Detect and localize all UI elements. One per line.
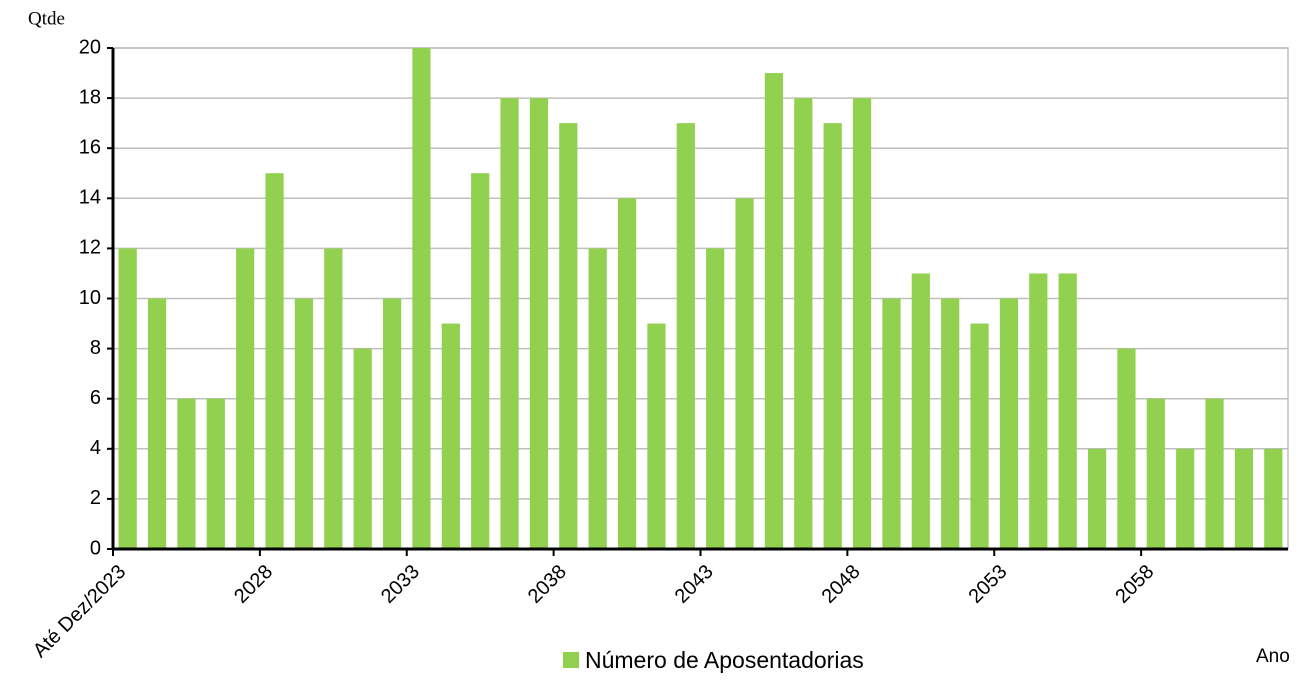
- x-tick-label: 2043: [671, 561, 718, 608]
- bar: [706, 248, 725, 549]
- bar: [147, 298, 167, 549]
- bar: [382, 298, 402, 549]
- x-tick-label: 2053: [964, 561, 1011, 608]
- x-tick-label: 2058: [1111, 561, 1158, 608]
- bar: [294, 298, 314, 549]
- bar: [1117, 348, 1136, 549]
- x-tick-label: 2038: [524, 561, 571, 608]
- y-tick-label: 18: [79, 86, 101, 108]
- bar: [1029, 273, 1048, 549]
- bar: [764, 73, 784, 550]
- y-tick-label: 12: [79, 237, 101, 259]
- bar: [588, 248, 607, 549]
- bar: [941, 298, 960, 549]
- bar: [676, 123, 695, 550]
- x-axis-label: Ano: [1256, 646, 1290, 667]
- bar: [1146, 398, 1165, 549]
- bar: [882, 298, 901, 549]
- bar: [265, 173, 284, 549]
- bar: [412, 48, 431, 549]
- bar: [324, 248, 343, 549]
- legend-label: Número de Aposentadorias: [585, 647, 864, 673]
- x-tick-label: 2028: [230, 561, 277, 608]
- bar: [823, 123, 842, 550]
- bar: [1264, 448, 1283, 549]
- bar: [177, 398, 196, 549]
- y-tick-label: 14: [79, 187, 101, 209]
- bar: [970, 323, 989, 549]
- bar: [794, 98, 813, 549]
- x-tick-label: 2033: [377, 561, 424, 608]
- bar: [236, 248, 255, 549]
- y-tick-label: 6: [90, 387, 101, 409]
- bar: [999, 298, 1019, 549]
- bar: [471, 173, 490, 549]
- bar: [1205, 398, 1224, 549]
- y-tick-label: 4: [90, 437, 101, 459]
- y-tick-label: 20: [79, 36, 101, 58]
- legend-swatch: [563, 652, 579, 668]
- bar: [1176, 448, 1195, 549]
- bar: [852, 98, 872, 549]
- bar: [735, 198, 754, 550]
- bar: [1087, 448, 1107, 549]
- bar: [617, 198, 637, 550]
- y-tick-label: 2: [90, 487, 101, 509]
- y-axis-label: Qtde: [28, 8, 65, 29]
- y-tick-label: 0: [90, 537, 101, 559]
- bar: [1234, 448, 1254, 549]
- x-tick-label: 2048: [818, 561, 865, 608]
- y-tick-label: 16: [79, 136, 101, 158]
- bar: [441, 323, 460, 549]
- bar: [529, 98, 549, 549]
- bar: [353, 348, 372, 549]
- bar: [500, 98, 519, 549]
- x-tick-label: Até Dez/2023: [29, 561, 130, 662]
- bar: [206, 398, 225, 549]
- y-tick-label: 8: [90, 337, 101, 359]
- bar: [118, 248, 137, 549]
- bar: [559, 123, 578, 550]
- bar: [911, 273, 930, 549]
- y-tick-label: 10: [79, 287, 101, 309]
- bar: [647, 323, 666, 549]
- bar: [1058, 273, 1077, 549]
